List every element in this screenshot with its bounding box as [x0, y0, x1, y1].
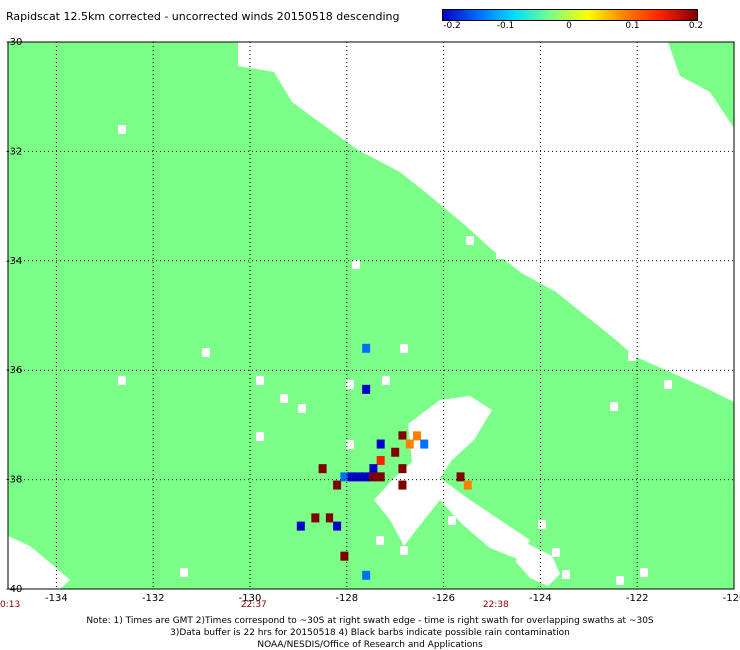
anomaly-pixel — [369, 464, 378, 474]
gap-cell — [538, 520, 546, 529]
swath-field — [8, 42, 734, 589]
lat-tick-label: -40 — [6, 584, 22, 595]
anomaly-pixel — [398, 439, 407, 449]
axis-labels: -134 -132 -130 -128 -126 -124 -122 -120 -30 -32 -3… — [6, 37, 740, 604]
lat-tick-label: -32 — [6, 146, 22, 157]
gap-cell — [202, 348, 210, 357]
map-frame — [7, 41, 735, 590]
anomaly-pixel — [398, 480, 407, 490]
gap-cell — [118, 376, 126, 385]
anomaly-pixel — [398, 464, 407, 474]
anomaly-pixel — [376, 455, 385, 465]
gap-cell — [610, 402, 618, 411]
lat-tick-label: -30 — [6, 37, 22, 48]
note-line-2: 3)Data buffer is 22 hrs for 20150518 4) … — [170, 628, 570, 638]
anomaly-pixel — [391, 447, 400, 457]
gap-cell — [382, 376, 390, 385]
lon-tick-label: -132 — [142, 593, 165, 604]
gap-corner — [8, 536, 70, 589]
anomaly-pixel — [347, 472, 356, 482]
lat-tick-label: -38 — [6, 475, 22, 486]
pass-time-label: 0:13 — [0, 600, 21, 610]
anomaly-pixel — [405, 439, 414, 449]
anomaly-pixels — [296, 343, 472, 580]
gap-cell — [346, 380, 354, 389]
anomaly-pixel — [333, 480, 342, 490]
gap-cell — [448, 516, 456, 525]
gap-cell — [180, 568, 188, 577]
anomaly-pixel — [412, 431, 421, 441]
anomaly-pixel — [340, 551, 349, 561]
anomaly-pixel — [376, 439, 385, 449]
gap-cell — [280, 394, 288, 403]
anomaly-pixel — [456, 472, 465, 482]
gap-cell — [562, 570, 570, 579]
gap-cell — [640, 568, 648, 577]
gap-cell — [616, 576, 624, 585]
gap-cell — [346, 440, 354, 449]
anomaly-pixel — [398, 431, 407, 441]
gap-cell — [256, 432, 264, 441]
colorbar-tick-label: 0.1 — [625, 21, 640, 31]
anomaly-pixel — [362, 384, 371, 394]
anomaly-pixel — [340, 472, 349, 482]
gap-cell — [466, 236, 474, 245]
gap-cell — [352, 260, 360, 269]
lat-tick-label: -36 — [6, 365, 22, 376]
anomaly-pixel — [362, 472, 371, 482]
anomaly-pixel — [369, 472, 378, 482]
lat-tick-label: -34 — [6, 256, 22, 267]
gap-cell — [400, 344, 408, 353]
colorbar — [442, 9, 698, 21]
gap-cell — [400, 546, 408, 555]
colorbar-tick-label: 0 — [566, 21, 572, 31]
map-title: Rapidscat 12.5km corrected - uncorrected… — [6, 10, 400, 23]
note-line-1: Note: 1) Times are GMT 2)Times correspon… — [86, 616, 654, 626]
gap-cell — [118, 125, 126, 134]
pass-time-label: 22:38 — [482, 600, 509, 610]
anomaly-pixel — [333, 521, 342, 531]
anomaly-pixel — [325, 513, 334, 523]
note-line-3: NOAA/NESDIS/Office of Research and Appli… — [257, 640, 483, 650]
colorbar-tick-label: -0.2 — [443, 21, 461, 31]
lon-tick-label: -128 — [335, 593, 358, 604]
anomaly-pixel — [463, 480, 472, 490]
anomaly-pixel — [311, 513, 320, 523]
colorbar-tick-label: 0.2 — [688, 21, 704, 31]
lon-tick-label: -130 — [239, 593, 262, 604]
anomaly-pixel — [376, 472, 385, 482]
anomaly-pixel — [333, 513, 342, 523]
lon-tick-label: -120 — [723, 593, 740, 604]
lon-tick-label: -134 — [45, 593, 68, 604]
pass-time-label: 22:37 — [240, 600, 267, 610]
lon-tick-label: -124 — [529, 593, 552, 604]
gap-cell — [298, 404, 306, 413]
anomaly-pixel — [362, 570, 371, 580]
gap-cell — [496, 250, 504, 259]
gap-cell — [628, 352, 636, 361]
lon-tick-label: -126 — [432, 593, 455, 604]
swath-edge — [690, 42, 734, 80]
graticule — [8, 42, 734, 589]
anomaly-pixel — [362, 343, 371, 353]
anomaly-pixel — [318, 464, 327, 474]
anomaly-pixel — [296, 521, 305, 531]
gap-cell — [376, 536, 384, 545]
anomaly-pixel — [354, 472, 363, 482]
colorbar-tick-label: -0.1 — [496, 21, 515, 31]
gap-cell — [664, 380, 672, 389]
gap-cell — [256, 376, 264, 385]
lon-tick-label: -122 — [626, 593, 649, 604]
no-data-region — [238, 42, 734, 402]
anomaly-pixel — [420, 439, 429, 449]
gap-cluster — [516, 540, 560, 586]
gap-cell — [552, 548, 560, 557]
